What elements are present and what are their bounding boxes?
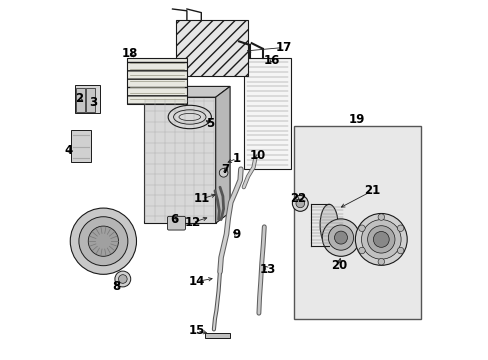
Text: 22: 22 <box>289 192 305 205</box>
Text: 16: 16 <box>263 54 279 67</box>
Text: 1: 1 <box>232 152 240 165</box>
Text: 10: 10 <box>249 149 266 162</box>
Text: 12: 12 <box>184 216 201 229</box>
Circle shape <box>377 258 384 265</box>
Circle shape <box>397 247 403 254</box>
Bar <box>176 20 247 76</box>
Text: 19: 19 <box>348 113 364 126</box>
Text: 2: 2 <box>75 93 83 105</box>
Polygon shape <box>143 97 215 223</box>
FancyBboxPatch shape <box>167 216 185 230</box>
Text: 6: 6 <box>169 213 178 226</box>
Circle shape <box>88 226 118 256</box>
Text: 8: 8 <box>112 280 121 293</box>
Circle shape <box>219 168 227 177</box>
Text: 3: 3 <box>89 96 97 109</box>
Bar <box>86 88 95 112</box>
Circle shape <box>328 225 353 250</box>
Text: 15: 15 <box>188 324 205 337</box>
Circle shape <box>377 214 384 220</box>
Circle shape <box>118 275 127 283</box>
Circle shape <box>355 213 407 265</box>
Bar <box>76 88 85 112</box>
Text: 17: 17 <box>275 41 291 54</box>
Polygon shape <box>215 86 230 223</box>
Circle shape <box>373 231 388 247</box>
Text: 4: 4 <box>64 144 73 157</box>
Circle shape <box>334 231 347 244</box>
Circle shape <box>322 219 359 256</box>
FancyBboxPatch shape <box>71 130 91 162</box>
Bar <box>127 58 186 104</box>
Text: 13: 13 <box>259 263 275 276</box>
Circle shape <box>358 225 365 231</box>
Polygon shape <box>143 86 230 97</box>
Bar <box>294 126 420 319</box>
Text: 9: 9 <box>232 228 240 241</box>
Circle shape <box>70 208 136 274</box>
Bar <box>244 58 291 169</box>
Text: 5: 5 <box>206 117 214 130</box>
FancyBboxPatch shape <box>75 85 101 113</box>
Circle shape <box>358 247 365 254</box>
Circle shape <box>295 199 304 208</box>
Text: 7: 7 <box>221 163 229 176</box>
Polygon shape <box>204 333 230 338</box>
Circle shape <box>115 271 130 287</box>
Ellipse shape <box>320 204 337 246</box>
Circle shape <box>367 226 394 253</box>
Circle shape <box>292 195 307 211</box>
Text: 20: 20 <box>330 259 346 272</box>
Text: 21: 21 <box>364 184 380 197</box>
Circle shape <box>79 217 127 266</box>
Text: 18: 18 <box>122 47 138 60</box>
Text: 14: 14 <box>188 275 205 288</box>
Circle shape <box>361 220 400 259</box>
Circle shape <box>397 225 403 231</box>
Text: 11: 11 <box>194 192 210 205</box>
